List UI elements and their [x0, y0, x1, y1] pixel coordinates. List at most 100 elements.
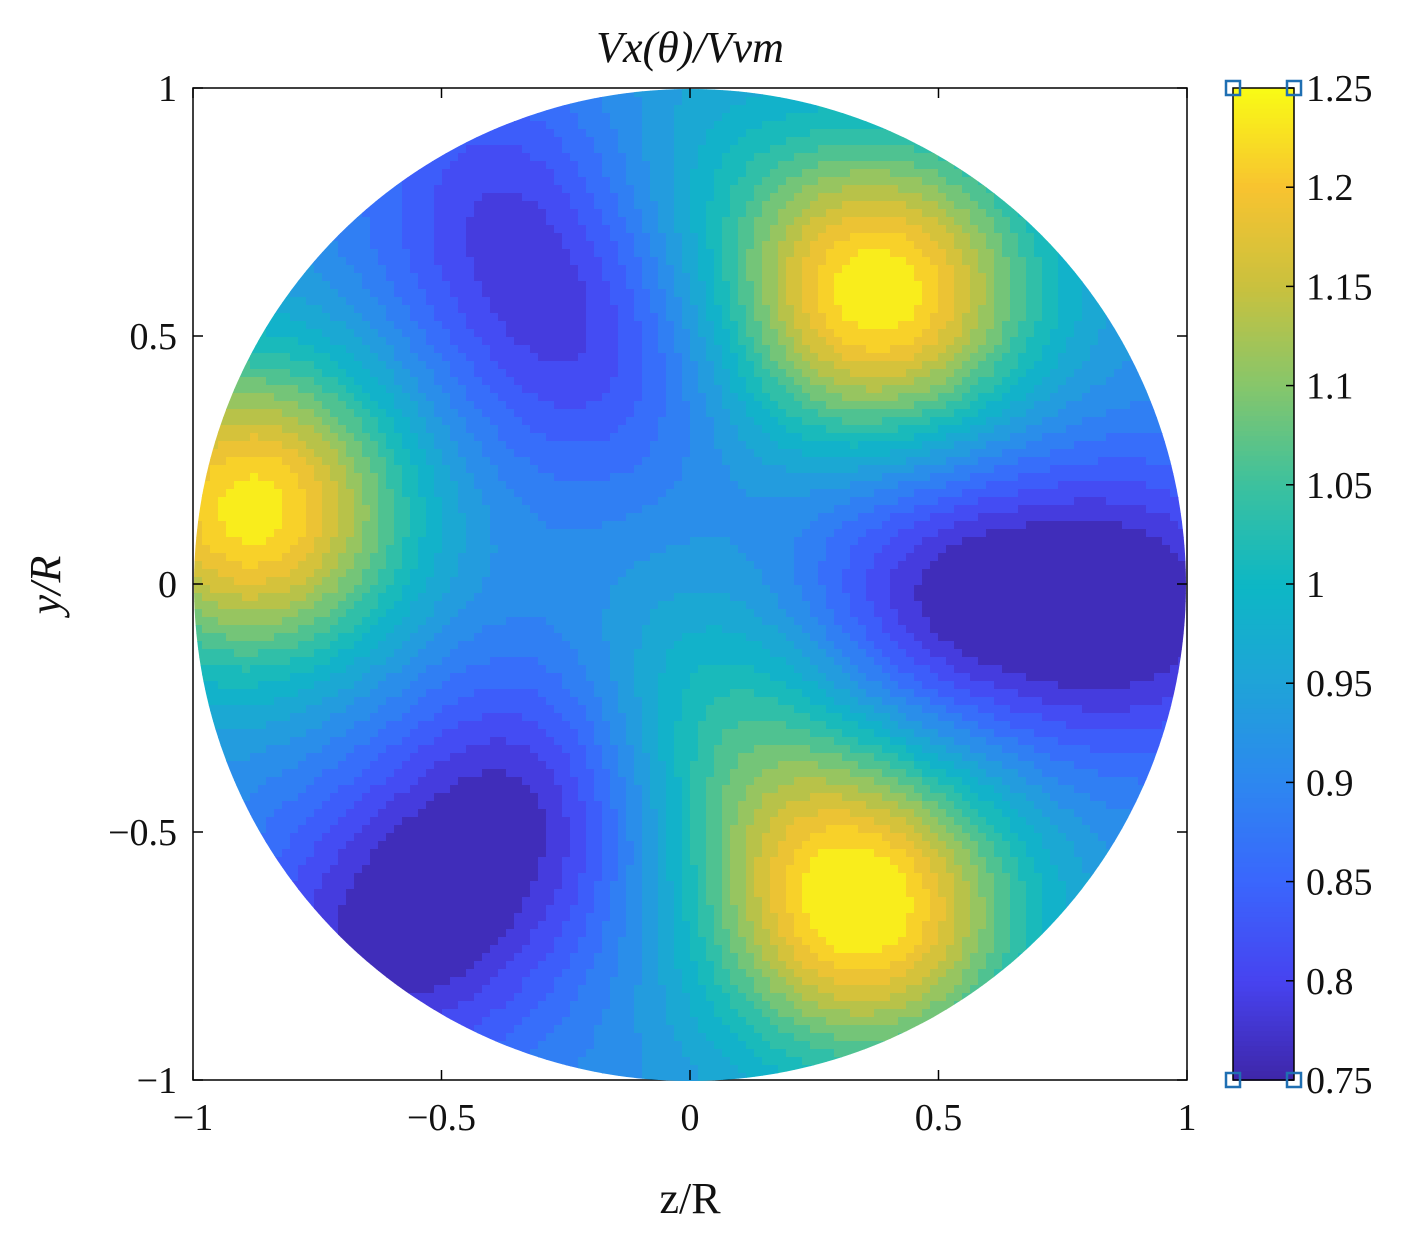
contour-cell — [874, 177, 883, 186]
contour-cell — [642, 193, 651, 202]
contour-cell — [626, 457, 635, 466]
contour-cell — [834, 329, 843, 338]
contour-cell — [618, 97, 627, 106]
contour-cell — [826, 385, 835, 394]
contour-cell — [466, 305, 475, 314]
contour-cell — [338, 401, 347, 410]
contour-cell — [410, 217, 419, 226]
contour-cell — [434, 425, 443, 434]
contour-cell — [450, 201, 459, 210]
contour-cell — [386, 353, 395, 362]
contour-cell — [922, 281, 931, 290]
contour-cell — [362, 417, 371, 426]
contour-cell — [618, 249, 627, 258]
contour-cell — [962, 177, 971, 186]
contour-cell — [594, 401, 603, 410]
contour-cell — [650, 409, 659, 418]
contour-cell — [914, 281, 923, 290]
contour-cell — [1122, 385, 1131, 394]
contour-cell — [514, 217, 523, 226]
contour-cell — [818, 129, 827, 138]
contour-cell — [970, 281, 979, 290]
contour-cell — [322, 417, 331, 426]
contour-cell — [738, 409, 747, 418]
contour-cell — [490, 201, 499, 210]
contour-cell — [274, 433, 283, 442]
contour-cell — [586, 217, 595, 226]
contour-cell — [610, 417, 619, 426]
contour-cell — [394, 233, 403, 242]
contour-cell — [554, 129, 563, 138]
contour-cell — [362, 449, 371, 458]
contour-cell — [906, 433, 915, 442]
contour-cell — [938, 169, 947, 178]
contour-cell — [442, 393, 451, 402]
contour-cell — [514, 273, 523, 282]
contour-cell — [418, 233, 427, 242]
contour-cell — [370, 417, 379, 426]
contour-cell — [762, 457, 771, 466]
contour-cell — [514, 401, 523, 410]
contour-cell — [666, 337, 675, 346]
contour-cell — [674, 161, 683, 170]
contour-cell — [1010, 225, 1019, 234]
contour-cell — [810, 305, 819, 314]
contour-cell — [786, 145, 795, 154]
contour-cell — [482, 393, 491, 402]
contour-cell — [650, 145, 659, 154]
contour-cell — [330, 401, 339, 410]
contour-cell — [770, 297, 779, 306]
contour-cell — [450, 449, 459, 458]
contour-cell — [586, 449, 595, 458]
contour-cell — [738, 329, 747, 338]
contour-cell — [922, 185, 931, 194]
contour-cell — [266, 457, 275, 466]
contour-cell — [410, 361, 419, 370]
contour-cell — [962, 393, 971, 402]
contour-cell — [850, 129, 859, 138]
contour-cell — [610, 377, 619, 386]
contour-cell — [562, 113, 571, 122]
contour-cell — [362, 425, 371, 434]
contour-cell — [962, 193, 971, 202]
contour-cell — [706, 337, 715, 346]
contour-cell — [314, 313, 323, 322]
contour-cell — [850, 209, 859, 218]
contour-cell — [562, 185, 571, 194]
contour-cell — [618, 449, 627, 458]
contour-cell — [554, 385, 563, 394]
contour-cell — [562, 161, 571, 170]
contour-cell — [978, 393, 987, 402]
contour-cell — [522, 297, 531, 306]
contour-cell — [394, 313, 403, 322]
contour-cell — [642, 97, 651, 106]
contour-cell — [666, 177, 675, 186]
contour-cell — [298, 313, 307, 322]
contour-cell — [874, 313, 883, 322]
contour-cell — [1018, 305, 1027, 314]
contour-cell — [538, 129, 547, 138]
contour-cell — [674, 425, 683, 434]
contour-cell — [730, 217, 739, 226]
contour-cell — [906, 417, 915, 426]
contour-cell — [394, 369, 403, 378]
contour-cell — [658, 449, 667, 458]
contour-cell — [858, 193, 867, 202]
contour-cell — [554, 217, 563, 226]
contour-cell — [450, 393, 459, 402]
contour-cell — [818, 257, 827, 266]
contour-cell — [962, 281, 971, 290]
contour-cell — [786, 433, 795, 442]
contour-cell — [602, 249, 611, 258]
contour-cell — [458, 385, 467, 394]
contour-cell — [554, 121, 563, 130]
contour-cell — [810, 201, 819, 210]
contour-cell — [826, 425, 835, 434]
contour-cell — [1082, 337, 1091, 346]
contour-cell — [858, 145, 867, 154]
contour-cell — [250, 409, 259, 418]
contour-cell — [530, 377, 539, 386]
contour-cell — [746, 185, 755, 194]
contour-cell — [914, 153, 923, 162]
contour-cell — [570, 409, 579, 418]
